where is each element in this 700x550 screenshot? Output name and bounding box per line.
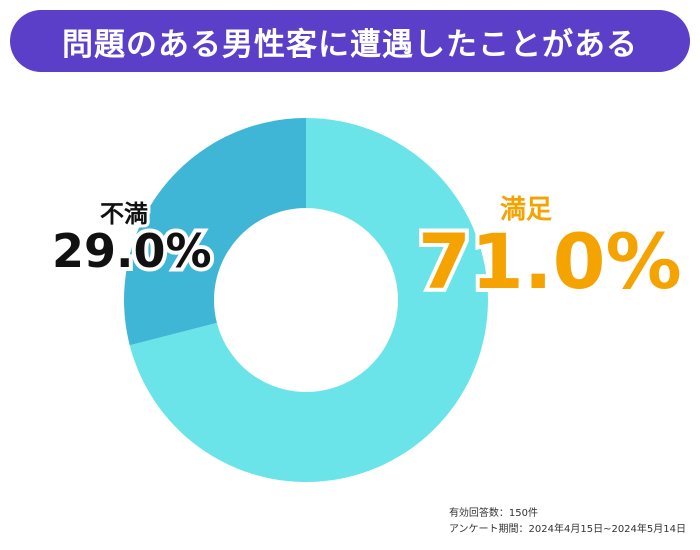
satisfied-label-group: 満足 71.0% — [414, 193, 686, 306]
dissatisfied-label: 不満 — [97, 197, 151, 231]
dissatisfied-percentage: 29.0% — [48, 224, 216, 278]
donut-slice-dissatisfied — [124, 118, 306, 346]
satisfied-label: 満足 — [497, 193, 555, 227]
chart-title: 問題のある男性客に遭遇したことがある — [62, 26, 638, 63]
satisfied-percentage: 71.0% — [414, 217, 686, 306]
title-banner: 問題のある男性客に遭遇したことがある — [10, 10, 690, 72]
footnote: 有効回答数：150件 アンケート期間：2024年4月15日~2024年5月14日 — [449, 506, 686, 538]
survey-period: アンケート期間：2024年4月15日~2024年5月14日 — [448, 524, 686, 535]
respondent-count: 有効回答数：150件 — [448, 508, 539, 519]
dissatisfied-label-group: 不満 29.0% — [48, 197, 216, 278]
donut-slice-satisfied — [129, 118, 489, 482]
